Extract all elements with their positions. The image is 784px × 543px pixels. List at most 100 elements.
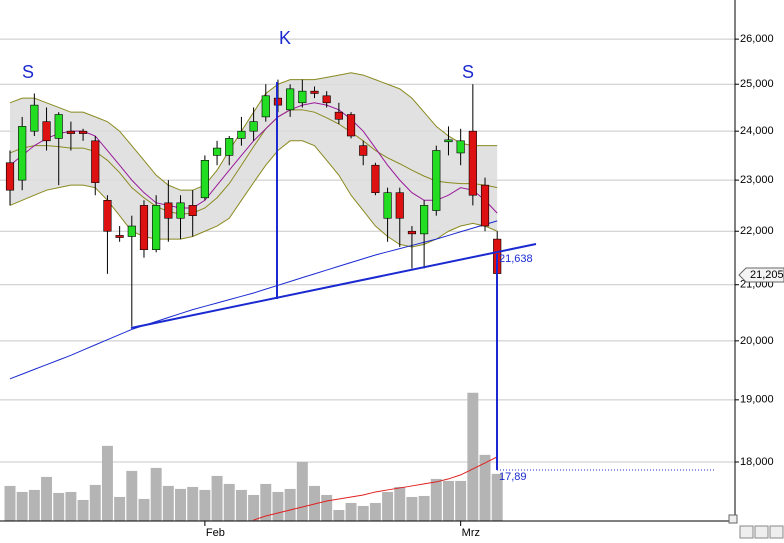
band-layer — [10, 72, 498, 248]
volume-bar — [442, 480, 454, 521]
candle-body — [432, 150, 441, 211]
y-tick-label: 22,000 — [740, 225, 774, 237]
volume-bar — [89, 484, 101, 521]
candle-body — [54, 114, 63, 139]
volume-bar — [114, 496, 126, 521]
y-tick-label: 18,000 — [740, 456, 774, 468]
candle-body — [261, 95, 270, 118]
volume-bar — [321, 494, 333, 521]
indicator-line — [9, 220, 498, 380]
candle-body — [225, 138, 234, 156]
volume-bar — [467, 392, 479, 521]
candle-body — [456, 140, 465, 154]
volume-average — [253, 456, 498, 521]
annotation: S — [462, 62, 474, 82]
volume-bar — [223, 483, 235, 521]
price-label: 21,205 — [750, 269, 784, 281]
candle-body — [395, 192, 404, 219]
volume-bar — [28, 489, 40, 521]
candle-body — [407, 230, 417, 235]
candle-body — [103, 200, 112, 232]
candle-body — [468, 130, 477, 196]
volume-layer — [4, 392, 503, 521]
volume-bar — [345, 502, 357, 521]
candle-body — [42, 121, 51, 142]
volume-bar — [260, 483, 272, 521]
volume-bar — [126, 470, 138, 521]
candle-body — [200, 159, 209, 199]
annotation: 21,638 — [499, 253, 533, 265]
candle-body — [249, 121, 258, 132]
annotation: K — [279, 28, 291, 48]
candle-body — [139, 205, 149, 250]
button[interactable] — [739, 525, 754, 539]
y-tick-label: 20,000 — [740, 335, 774, 347]
volume-bar — [16, 491, 28, 521]
candle-body — [383, 192, 392, 219]
annotation: 17,89 — [499, 471, 527, 483]
volume-bar — [248, 494, 260, 521]
volume-bar — [162, 485, 174, 521]
candle-body — [18, 126, 27, 181]
y-tick-label: 24,000 — [740, 125, 774, 137]
candle-body — [176, 202, 185, 219]
candle-body — [30, 104, 39, 132]
candle-body — [152, 205, 161, 250]
candle-body — [115, 235, 124, 238]
scroll-buttons[interactable] — [739, 525, 784, 539]
x-tick-label: Feb — [206, 527, 225, 539]
volume-bar — [333, 509, 345, 521]
volume-bar — [235, 489, 247, 521]
volume-bar — [41, 476, 53, 521]
volume-bar — [284, 488, 296, 521]
candle-body — [66, 130, 75, 134]
candle-body — [127, 225, 136, 237]
volume-bar — [272, 491, 284, 521]
candle-body — [188, 205, 197, 216]
candle-body — [286, 88, 295, 111]
button[interactable] — [769, 525, 784, 539]
volume-bar — [138, 498, 150, 521]
volume-bar — [357, 505, 369, 521]
volume-bar — [150, 467, 162, 521]
volume-bar — [65, 491, 77, 521]
volume-bar — [296, 461, 308, 521]
candle-body — [420, 205, 429, 235]
volume-bar — [394, 486, 406, 521]
volume-bar — [199, 489, 211, 521]
volume-bar — [369, 502, 381, 521]
candle-body — [480, 184, 490, 227]
volume-bar — [418, 495, 430, 521]
candle-body — [79, 130, 88, 134]
y-tick-label: 26,000 — [740, 33, 774, 45]
candle-body — [346, 114, 356, 137]
resize-icon[interactable] — [728, 514, 738, 524]
candle-body — [322, 95, 331, 104]
volume-bar — [430, 478, 442, 521]
volume-bar — [455, 480, 467, 521]
x-tick-label: Mrz — [462, 527, 480, 539]
candle-body — [5, 162, 15, 191]
y-tick-label: 25,000 — [740, 78, 774, 90]
volume-bar — [53, 492, 65, 521]
axis-layer: 18,00019,00020,00021,00022,00023,00024,0… — [204, 33, 774, 539]
button[interactable] — [754, 525, 769, 539]
annotation: S — [22, 62, 34, 82]
y-tick-label: 23,000 — [740, 174, 774, 186]
volume-bar — [479, 454, 491, 521]
volume-bar — [77, 499, 89, 521]
candle-body — [237, 130, 246, 139]
candle-body — [444, 139, 453, 143]
candle-body — [164, 202, 173, 219]
candle-body — [310, 90, 319, 94]
volume-bar — [101, 445, 113, 521]
volume-bar — [406, 496, 418, 521]
candle-body — [359, 145, 368, 156]
indicator-line — [9, 140, 498, 248]
volume-bar — [175, 488, 187, 521]
candle-body — [371, 164, 380, 193]
candle-body — [298, 90, 307, 104]
volume-bar — [4, 485, 16, 521]
neckline — [130, 243, 537, 329]
price-box — [738, 267, 784, 283]
